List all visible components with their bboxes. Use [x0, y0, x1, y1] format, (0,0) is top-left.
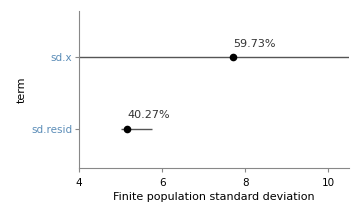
Text: 59.73%: 59.73%	[233, 39, 275, 49]
Y-axis label: term: term	[17, 76, 27, 103]
Text: 40.27%: 40.27%	[127, 110, 170, 121]
X-axis label: Finite population standard deviation: Finite population standard deviation	[113, 192, 315, 202]
